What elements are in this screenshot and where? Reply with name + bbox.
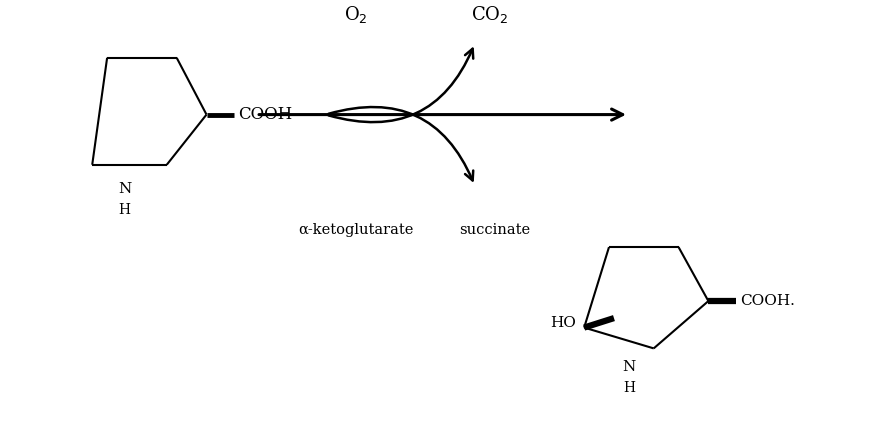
- Text: COOH: COOH: [238, 106, 293, 123]
- Text: α-ketoglutarate: α-ketoglutarate: [297, 224, 413, 238]
- Text: CO$_2$: CO$_2$: [471, 4, 508, 25]
- Text: H: H: [623, 380, 635, 394]
- Text: H: H: [118, 203, 131, 217]
- Text: succinate: succinate: [459, 224, 530, 238]
- Text: COOH.: COOH.: [740, 294, 795, 308]
- Text: HO: HO: [550, 316, 576, 330]
- Text: O$_2$: O$_2$: [344, 4, 367, 25]
- Text: N: N: [622, 360, 635, 374]
- Text: N: N: [118, 182, 131, 196]
